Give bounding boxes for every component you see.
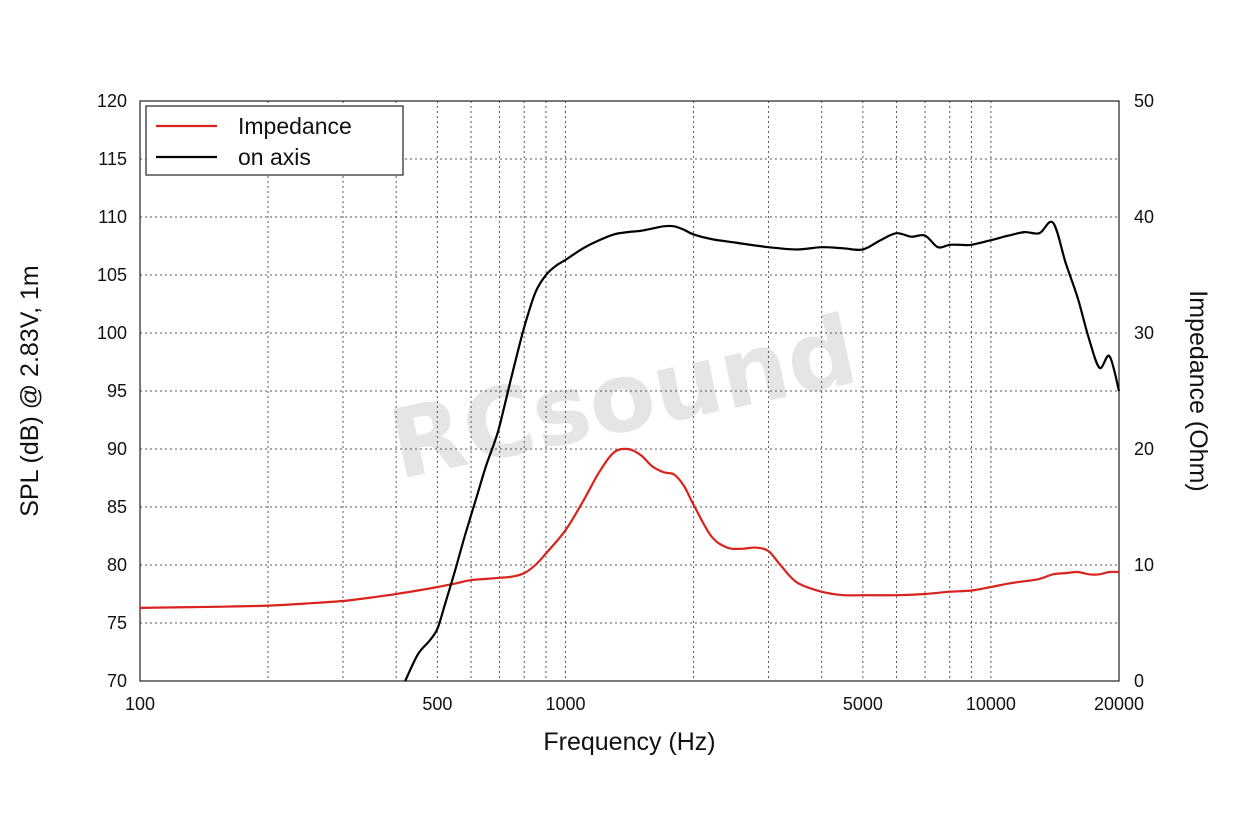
- y-tick-label: 95: [107, 381, 127, 401]
- y-tick-label: 120: [97, 91, 127, 111]
- grid: [140, 101, 1119, 681]
- y-tick-label: 105: [97, 265, 127, 285]
- y-tick-label: 85: [107, 497, 127, 517]
- x-axis-label: Frequency (Hz): [543, 728, 715, 756]
- y-tick-label: 100: [97, 323, 127, 343]
- watermark: RCsound: [380, 294, 866, 502]
- y-axis-label: SPL (dB) @ 2.83V, 1m: [16, 265, 44, 516]
- x-tick-label: 5000: [843, 694, 883, 714]
- y2-tick-label: 20: [1134, 439, 1154, 459]
- y-tick-label: 115: [98, 149, 127, 169]
- y2-tick-label: 0: [1134, 671, 1144, 691]
- x-tick-label: 1000: [545, 694, 585, 714]
- y2-tick-label: 50: [1134, 91, 1154, 111]
- legend-box: [145, 105, 404, 176]
- series-line-impedance: [139, 447, 1120, 609]
- y-tick-label: 90: [107, 439, 127, 459]
- y-tick-label: 70: [107, 671, 127, 691]
- x-tick-label: 500: [422, 694, 452, 714]
- legend-label-impedance: Impedance: [238, 113, 352, 139]
- y2-tick-label: 10: [1134, 555, 1154, 575]
- series-lines: [139, 220, 1121, 682]
- watermark-logo: RCsound: [380, 294, 866, 502]
- y-tick-label: 110: [98, 207, 127, 227]
- y2-tick-label: 30: [1134, 323, 1154, 343]
- y2-tick-label: 40: [1134, 207, 1154, 227]
- tick-labels: 100 500 1000 5000 10000 200007075808590951001…: [97, 91, 1154, 714]
- x-tick-label: 10000: [966, 694, 1016, 714]
- legend-label-on-axis: on axis: [238, 144, 311, 170]
- legend: Impedance on axis: [145, 105, 404, 176]
- y-tick-label: 75: [107, 613, 127, 633]
- series-line-on-axis: [404, 220, 1121, 682]
- y-tick-label: 80: [107, 555, 127, 575]
- x-tick-label: 20000: [1094, 694, 1144, 714]
- x-tick-label: 100: [125, 694, 155, 714]
- y2-axis-label: Impedance (Ohm): [1184, 290, 1212, 491]
